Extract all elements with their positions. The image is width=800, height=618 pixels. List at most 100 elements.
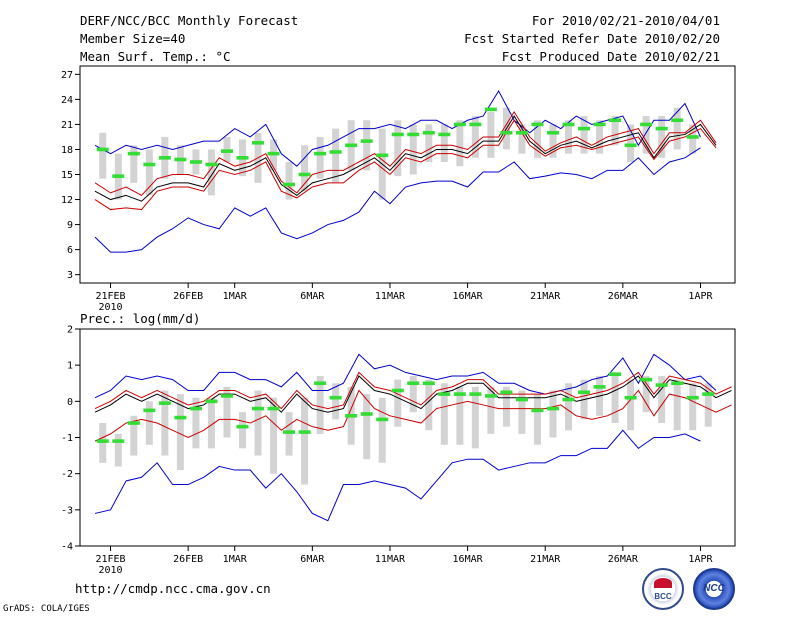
prec-panel-label: Prec.: log(mm/d) bbox=[80, 311, 200, 326]
temp-lower-line bbox=[94, 119, 717, 211]
prec-box bbox=[611, 372, 619, 424]
prec-ytick-label: 0 bbox=[67, 397, 73, 408]
refer-date: Fcst Started Refer Date 2010/02/20 bbox=[464, 31, 720, 46]
temp-upper-line bbox=[94, 110, 717, 196]
temp-box bbox=[565, 120, 573, 154]
temp-box bbox=[425, 124, 433, 162]
prec-median-mark bbox=[252, 406, 265, 411]
temp-box bbox=[487, 111, 495, 158]
temp-box bbox=[673, 107, 681, 150]
temp-median-mark bbox=[267, 151, 280, 156]
prec-median-mark bbox=[189, 406, 202, 411]
prec-box bbox=[704, 383, 712, 427]
prec-xtick-label: 26MAR bbox=[608, 554, 639, 565]
temp-median-mark bbox=[236, 156, 249, 160]
prec-box bbox=[518, 390, 526, 434]
temp-xtick-label: 1MAR bbox=[223, 291, 248, 302]
temp-year-label: 2010 bbox=[98, 302, 122, 313]
prec-upper-line bbox=[94, 371, 732, 410]
prec-median-mark bbox=[329, 395, 342, 400]
prec-ytick-label: 2 bbox=[67, 325, 73, 336]
temp-box bbox=[332, 128, 340, 183]
bcc-logo: BCC bbox=[642, 568, 684, 610]
temp-median-mark bbox=[655, 126, 668, 131]
temp-box bbox=[409, 124, 417, 175]
source-url[interactable]: http://cmdp.ncc.cma.gov.cn bbox=[75, 581, 271, 596]
prec-box bbox=[425, 379, 433, 431]
prec-box bbox=[130, 415, 138, 456]
prec-box bbox=[533, 394, 541, 445]
temp-ytick-label: 3 bbox=[67, 270, 73, 281]
prec-median-mark bbox=[96, 439, 109, 443]
prec-box bbox=[301, 397, 309, 485]
temp-box bbox=[627, 124, 635, 162]
prec-box bbox=[285, 412, 293, 456]
prec-box bbox=[316, 376, 324, 434]
temp-panel-label: Mean Surf. Temp.: °C bbox=[80, 49, 231, 64]
temp-median-mark bbox=[671, 118, 684, 123]
temp-xtick-label: 21FEB bbox=[95, 291, 125, 302]
temp-median-mark bbox=[345, 143, 358, 148]
prec-median-mark bbox=[298, 430, 311, 434]
temp-box bbox=[316, 136, 324, 179]
prec-median-mark bbox=[267, 406, 280, 411]
temp-ytick-label: 24 bbox=[61, 95, 73, 106]
temp-median-mark bbox=[189, 160, 202, 164]
prec-box bbox=[487, 386, 495, 434]
temp-xtick-label: 1APR bbox=[688, 291, 713, 302]
prec-median-mark bbox=[484, 394, 497, 398]
temp-box bbox=[518, 124, 526, 154]
prec-box bbox=[270, 397, 278, 474]
prec-box bbox=[378, 397, 386, 463]
prec-ytick-label: -1 bbox=[61, 433, 73, 444]
prec-box bbox=[332, 383, 340, 420]
prec-median-mark bbox=[314, 381, 327, 386]
temp-median-mark bbox=[205, 162, 218, 167]
member-size: Member Size=40 bbox=[80, 31, 186, 46]
bcc-logo-text: BCC bbox=[654, 592, 672, 601]
prec-box bbox=[192, 397, 200, 449]
prec-median-mark bbox=[422, 381, 435, 386]
prec-xtick-label: 11MAR bbox=[375, 554, 406, 565]
prec-median-mark bbox=[671, 381, 684, 386]
temp-box bbox=[611, 116, 619, 146]
temp-ytick-label: 18 bbox=[61, 145, 73, 156]
prec-box bbox=[456, 386, 464, 445]
prec-box bbox=[627, 379, 635, 431]
temp-box bbox=[689, 124, 697, 154]
prec-median-mark bbox=[655, 383, 668, 387]
temp-xtick-label: 16MAR bbox=[453, 291, 484, 302]
prec-box bbox=[471, 386, 479, 449]
temp-box bbox=[363, 120, 371, 171]
prec-median-mark bbox=[609, 372, 622, 377]
prec-box bbox=[99, 423, 107, 463]
produced-date: Fcst Produced Date 2010/02/21 bbox=[501, 49, 720, 64]
temp-box bbox=[533, 120, 541, 158]
temp-box bbox=[99, 132, 107, 179]
prec-median-mark bbox=[376, 417, 389, 422]
temp-median-mark bbox=[376, 153, 389, 158]
temp-ytick-label: 27 bbox=[61, 70, 73, 81]
prec-year-label: 2010 bbox=[98, 565, 122, 576]
prec-median-mark bbox=[158, 401, 171, 405]
temp-box bbox=[471, 116, 479, 158]
prec-box bbox=[440, 383, 448, 445]
temp-median-mark bbox=[686, 135, 699, 139]
temp-box bbox=[285, 161, 293, 200]
prec-median-mark bbox=[624, 395, 637, 400]
temp-median-mark bbox=[314, 151, 327, 156]
prec-lower-line bbox=[94, 389, 732, 442]
temp-median-mark bbox=[578, 126, 591, 131]
temp-median-mark bbox=[360, 139, 373, 143]
prec-max-line bbox=[94, 353, 717, 399]
temp-median-mark bbox=[624, 143, 637, 148]
temp-median-mark bbox=[96, 147, 109, 152]
prec-min-line bbox=[94, 429, 701, 522]
prec-median-mark bbox=[143, 408, 156, 413]
prec-median-mark bbox=[640, 377, 653, 382]
prec-box bbox=[223, 386, 231, 438]
temp-median-mark bbox=[298, 172, 311, 177]
prec-median-mark bbox=[453, 392, 466, 396]
prec-box bbox=[673, 379, 681, 431]
